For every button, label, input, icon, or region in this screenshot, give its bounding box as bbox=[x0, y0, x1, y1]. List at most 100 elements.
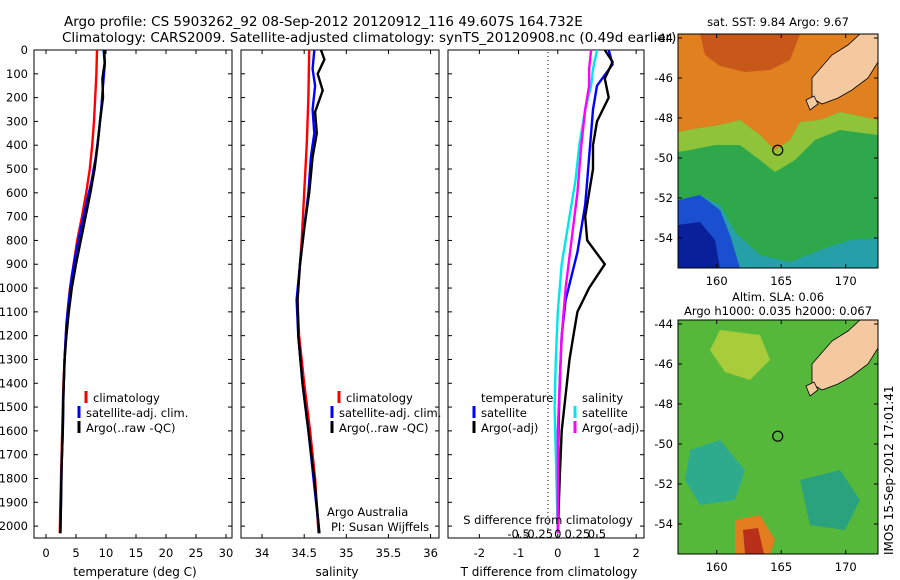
depth-tick-label: 2000 bbox=[0, 519, 28, 533]
map-lat-label: -54 bbox=[654, 231, 673, 245]
map-lat-label: -44 bbox=[654, 31, 673, 45]
depth-tick-label: 400 bbox=[6, 138, 28, 152]
x-tick-label: 5 bbox=[72, 546, 79, 560]
map-lon-label: 170 bbox=[835, 560, 857, 574]
map-lat-label: -50 bbox=[654, 151, 673, 165]
sla-map-frame bbox=[677, 319, 879, 555]
legend-label-argo: Argo(..raw -QC) bbox=[86, 421, 176, 435]
depth-tick-label: 1100 bbox=[0, 305, 28, 319]
x-tick-label: 20 bbox=[159, 546, 174, 560]
legend-label-t-argo: Argo(-adj) bbox=[481, 421, 538, 435]
depth-tick-label: 200 bbox=[6, 91, 28, 105]
series-line-s-satellite bbox=[553, 50, 599, 534]
map-lat-label: -48 bbox=[654, 111, 673, 125]
sst-map-title: sat. SST: 9.84 Argo: 9.67 bbox=[707, 15, 849, 29]
imos-timestamp: IMOS 15-Sep-2012 17:01:41 bbox=[882, 385, 896, 555]
map-lat-label: -44 bbox=[654, 317, 673, 331]
profile-location-marker bbox=[772, 144, 784, 156]
map-lat-label: -52 bbox=[654, 191, 673, 205]
sst-warmest-region bbox=[700, 34, 800, 72]
sla-map: Altim. SLA: 0.06 Argo h1000: 0.035 h2000… bbox=[654, 290, 879, 574]
s-tick-label: 0 bbox=[554, 527, 561, 541]
depth-tick-label: 900 bbox=[6, 257, 28, 271]
sst-map-frame bbox=[677, 33, 879, 269]
x-tick-label: 36 bbox=[423, 546, 438, 560]
map-lat-label: -50 bbox=[654, 437, 673, 451]
header-title-line2: Climatology: CARS2009. Satellite-adjuste… bbox=[62, 30, 676, 46]
new-zealand-land bbox=[811, 34, 878, 105]
series-line-argo-raw-qc- bbox=[59, 50, 107, 534]
difference-plot-frame bbox=[447, 49, 645, 539]
legend-label-t-satellite: satellite bbox=[481, 406, 527, 420]
legend-label-climatology: climatology bbox=[346, 391, 413, 405]
profile-location-marker bbox=[772, 430, 784, 442]
stewart-island-land-2 bbox=[805, 381, 819, 397]
x-tick-label: 35 bbox=[339, 546, 354, 560]
salinity-plot-frame bbox=[240, 49, 440, 539]
s-tick-label: -0.25 bbox=[523, 527, 553, 541]
t-difference-xlabel: T difference from climatology bbox=[460, 565, 638, 579]
map-lat-label: -46 bbox=[654, 71, 673, 85]
stewart-island-land bbox=[805, 95, 819, 111]
depth-tick-label: 600 bbox=[6, 186, 28, 200]
depth-tick-label: 0 bbox=[21, 43, 28, 57]
depth-axis: 0 100 200 300 400 500 600 700 800 900 1000 1100 1200… bbox=[0, 43, 28, 533]
map-lon-label: 160 bbox=[706, 274, 728, 288]
depth-tick-label: 1200 bbox=[0, 329, 28, 343]
map-lon-label: 165 bbox=[770, 560, 792, 574]
map-lon-label: 160 bbox=[706, 560, 728, 574]
x-tick-label: 10 bbox=[99, 546, 114, 560]
legend-label-climatology: climatology bbox=[93, 391, 160, 405]
depth-tick-label: 700 bbox=[6, 210, 28, 224]
legend-title-salinity: salinity bbox=[582, 391, 623, 405]
temperature-panel: 0 5 10 15 20 25 30 temperature (deg C) climato… bbox=[33, 49, 233, 579]
depth-tick-label: 300 bbox=[6, 114, 28, 128]
temperature-plot-frame bbox=[33, 49, 233, 539]
s-tick-label: -0.5 bbox=[507, 527, 529, 541]
sla-map-title2: Argo h1000: 0.035 h2000: 0.067 bbox=[684, 304, 872, 318]
x-tick-label: -2 bbox=[474, 546, 485, 560]
x-tick-label: 15 bbox=[129, 546, 144, 560]
sst-coldest-region bbox=[678, 222, 720, 268]
series-line-argo-raw-qc- bbox=[296, 50, 326, 534]
depth-tick-label: 1300 bbox=[0, 352, 28, 366]
depth-tick-label: 1600 bbox=[0, 424, 28, 438]
depth-tick-label: 1900 bbox=[0, 495, 28, 509]
x-tick-label: 0 bbox=[554, 546, 561, 560]
x-tick-label: -1 bbox=[513, 546, 524, 560]
series-line-s-argo-adj- bbox=[556, 50, 593, 534]
difference-legend: temperature salinity satellite Argo(-adj… bbox=[472, 391, 639, 435]
temperature-legend: climatology satellite-adj. clim. Argo(..… bbox=[77, 391, 188, 435]
credit-line2: PI: Susan Wijffels bbox=[331, 520, 429, 534]
legend-label-s-satellite: satellite bbox=[582, 406, 628, 420]
salinity-legend: climatology satellite-adj. clim. Argo(..… bbox=[330, 391, 441, 435]
x-tick-label: 1 bbox=[593, 546, 600, 560]
legend-label-argo: Argo(..raw -QC) bbox=[339, 421, 429, 435]
sla-low-region bbox=[685, 440, 745, 505]
depth-tick-label: 1700 bbox=[0, 448, 28, 462]
map-lat-label: -52 bbox=[654, 477, 673, 491]
sla-high-region bbox=[710, 330, 770, 380]
depth-tick-label: 1800 bbox=[0, 471, 28, 485]
x-tick-label: 34.5 bbox=[291, 546, 317, 560]
s-tick-label: 0.5 bbox=[588, 527, 606, 541]
difference-panel: -2 -1 0 1 2 -0.5-0.25 0 0.250.5 S difference f… bbox=[447, 49, 645, 579]
map-lon-label: 165 bbox=[770, 274, 792, 288]
temperature-xlabel: temperature (deg C) bbox=[73, 565, 196, 579]
header-title-line1: Argo profile: CS 5903262_92 08-Sep-2012 … bbox=[64, 14, 583, 30]
depth-tick-label: 1500 bbox=[0, 400, 28, 414]
s-difference-xlabel: S difference from climatology bbox=[463, 513, 633, 527]
series-line-t-argo-adj- bbox=[556, 50, 614, 534]
depth-tick-label: 1000 bbox=[0, 281, 28, 295]
depth-tick-label: 1400 bbox=[0, 376, 28, 390]
x-tick-label: 2 bbox=[632, 546, 639, 560]
new-zealand-land-2 bbox=[811, 320, 878, 391]
legend-label-s-argo: Argo(-adj) bbox=[582, 421, 639, 435]
map-lat-label: -54 bbox=[654, 517, 673, 531]
map-lat-label: -46 bbox=[654, 357, 673, 371]
legend-label-satellite-adj: satellite-adj. clim. bbox=[339, 406, 441, 420]
x-tick-label: 0 bbox=[42, 546, 49, 560]
x-tick-label: 25 bbox=[189, 546, 204, 560]
credit-line1: Argo Australia bbox=[327, 505, 408, 519]
